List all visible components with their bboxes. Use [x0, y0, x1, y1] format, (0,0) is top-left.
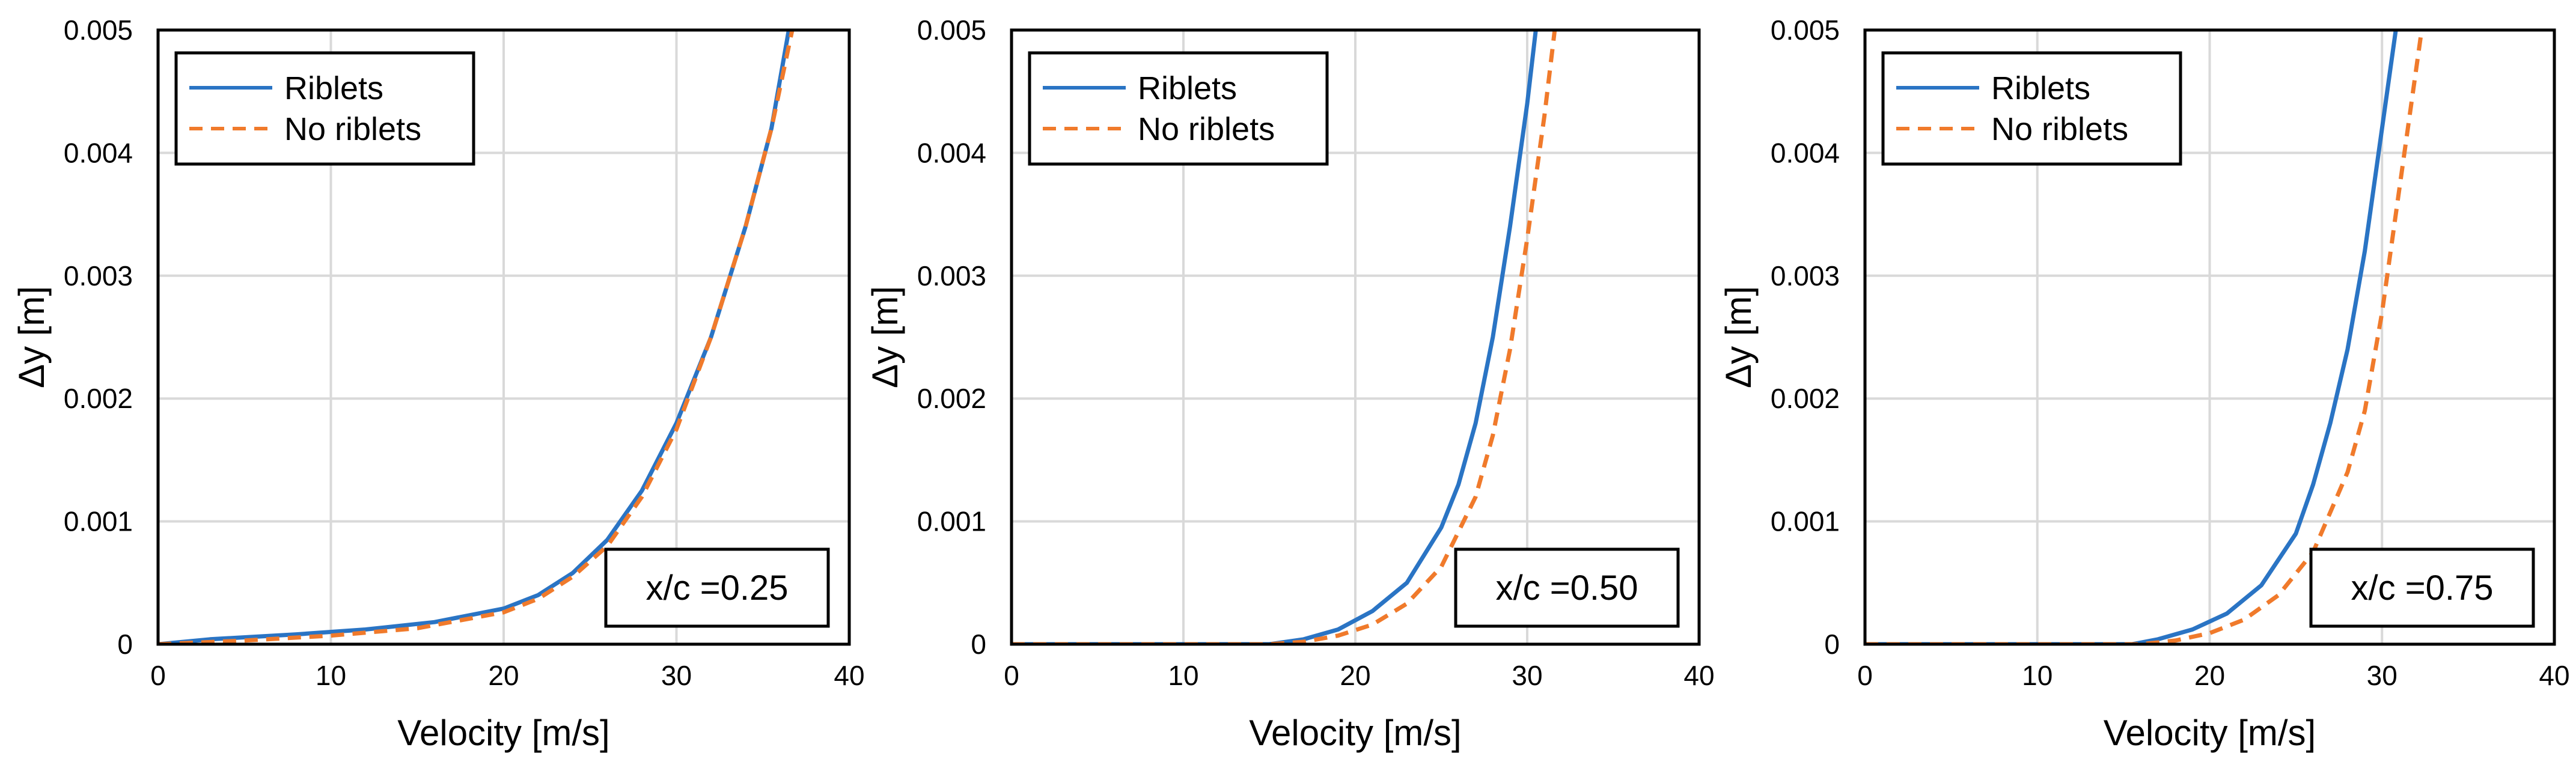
x-tick-label: 30: [1512, 660, 1542, 691]
y-tick-label: 0.003: [917, 260, 986, 291]
position-annotation: x/c =0.50: [1454, 547, 1680, 628]
y-tick-label: 0.002: [64, 383, 133, 414]
y-tick-label: 0.004: [64, 137, 133, 168]
x-tick-label: 20: [488, 660, 519, 691]
x-tick-label: 0: [150, 660, 166, 691]
x-tick-label: 20: [1340, 660, 1370, 691]
annotation-box: [604, 547, 830, 628]
plot-frame: [156, 28, 851, 646]
x-axis-label: Velocity [m/s]: [397, 713, 609, 753]
legend: Riblets No riblets: [174, 51, 475, 166]
x-tick-label: 30: [661, 660, 692, 691]
series-line-no-riblets: [158, 30, 795, 644]
x-tick-label: 10: [2022, 660, 2053, 691]
x-tick-label: 40: [1683, 660, 1714, 691]
series-line-no-riblets: [1012, 30, 1557, 644]
y-tick-label: 0.002: [1771, 383, 1840, 414]
x-tick-label: 40: [2539, 660, 2569, 691]
legend-label: Riblets: [1991, 70, 2090, 106]
y-tick-label: 0: [1824, 629, 1840, 660]
position-annotation: x/c =0.25: [604, 547, 830, 628]
legend-label: No riblets: [1138, 111, 1275, 147]
x-tick-label: 0: [1004, 660, 1019, 691]
annotation-label: x/c =0.25: [646, 568, 789, 608]
y-tick-label: 0.005: [64, 14, 133, 46]
y-tick-label: 0: [971, 629, 986, 660]
annotation-box: [2309, 547, 2535, 628]
y-tick-label: 0.003: [64, 260, 133, 291]
legend-label: No riblets: [284, 111, 421, 147]
x-axis-label: Velocity [m/s]: [1249, 713, 1461, 753]
x-tick-label: 10: [1168, 660, 1198, 691]
legend-box: [1881, 51, 2182, 166]
plot-frame: [1010, 28, 1701, 646]
y-tick-label: 0.001: [917, 506, 986, 537]
legend-label: Riblets: [284, 70, 383, 106]
y-tick-label: 0.002: [917, 383, 986, 414]
y-tick-label: 0.004: [1771, 137, 1840, 168]
annotation-box: [1454, 547, 1680, 628]
y-tick-label: 0.003: [1771, 260, 1840, 291]
series-line-riblets: [1865, 30, 2398, 644]
x-axis-label: Velocity [m/s]: [2104, 713, 2316, 753]
legend: Riblets No riblets: [1881, 51, 2182, 166]
legend-label: Riblets: [1138, 70, 1237, 106]
x-tick-label: 30: [2367, 660, 2397, 691]
annotation-label: x/c =0.50: [1496, 568, 1638, 608]
chart-panel-middle: 0 10 20 30 40 0 0.001 0.002 0.003 0.004 0.005 Veloc…: [865, 14, 1715, 753]
chart-panel-right: 0 10 20 30 40 0 0.001 0.002 0.003 0.004 0.005 Veloc…: [1718, 14, 2570, 753]
annotation-label: x/c =0.75: [2351, 568, 2494, 608]
y-tick-label: 0.001: [64, 506, 133, 537]
y-axis-label: Δy [m]: [865, 286, 905, 388]
y-axis-label: Δy [m]: [11, 286, 52, 388]
chart-panel-left: 0 10 20 30 40 0 0.001 0.002 0.003 0.004 0.005 Veloc…: [11, 14, 865, 753]
legend-box: [1028, 51, 1329, 166]
y-tick-label: 0: [117, 629, 133, 660]
y-tick-label: 0.005: [917, 14, 986, 46]
x-tick-label: 0: [1857, 660, 1873, 691]
x-tick-label: 20: [2194, 660, 2225, 691]
y-axis-label: Δy [m]: [1718, 286, 1759, 388]
x-tick-label: 10: [316, 660, 346, 691]
x-tick-label: 40: [834, 660, 864, 691]
plot-frame: [1863, 28, 2556, 646]
y-tick-label: 0.005: [1771, 14, 1840, 46]
legend-box: [174, 51, 475, 166]
y-tick-label: 0.001: [1771, 506, 1840, 537]
legend: Riblets No riblets: [1028, 51, 1329, 166]
legend-label: No riblets: [1991, 111, 2128, 147]
position-annotation: x/c =0.75: [2309, 547, 2535, 628]
y-tick-label: 0.004: [917, 137, 986, 168]
series-line-riblets: [1012, 30, 1538, 644]
